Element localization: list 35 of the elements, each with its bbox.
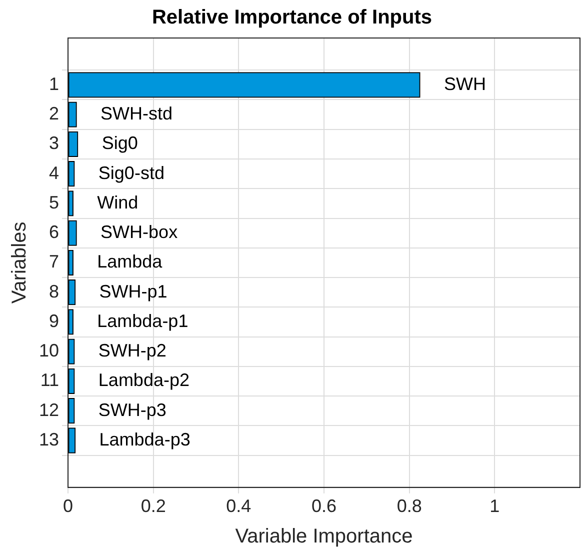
annotation: SWH-p2 — [98, 340, 166, 361]
y-tick-label: 8 — [49, 281, 60, 302]
annotation: Sig0-std — [98, 162, 164, 183]
y-tick-label: 11 — [40, 370, 60, 390]
y-tick-label: 2 — [49, 104, 60, 124]
annotation: Lambda — [97, 252, 164, 272]
annotation: Sig0 — [102, 133, 138, 154]
y-tick-label: 7 — [49, 252, 60, 272]
y-tick-label: 5 — [49, 192, 60, 212]
y-tick-label: 9 — [49, 310, 60, 331]
y-tick-label: 6 — [49, 222, 60, 242]
x-tick-label: 0.2 — [140, 496, 166, 516]
annotation: Wind — [97, 192, 138, 212]
y-axis-title: Variables — [8, 222, 31, 304]
y-tick-label: 3 — [49, 133, 60, 154]
annotation: SWH-box — [100, 222, 178, 242]
y-tick-label: 13 — [38, 429, 60, 450]
annotation: SWH — [444, 74, 486, 94]
y-tick-label: 4 — [49, 162, 60, 183]
y-tick-label: 1 — [49, 74, 60, 94]
x-tick-label: 0.6 — [311, 496, 337, 516]
y-tick-label: 10 — [38, 340, 60, 361]
x-tick-label: 0.4 — [226, 496, 252, 516]
annotation: Lambda-p1 — [97, 310, 188, 331]
annotation: SWH-p1 — [99, 281, 168, 302]
annotation: SWH-p3 — [98, 400, 166, 420]
x-tick-label: 1 — [490, 496, 500, 516]
x-axis-title: Variable Importance — [235, 526, 413, 548]
x-tick-label: 0 — [63, 496, 74, 516]
chart-title: Relative Importance of Inputs — [152, 6, 432, 29]
annotation: Lambda-p3 — [99, 429, 190, 450]
annotation: SWH-std — [100, 104, 173, 124]
y-tick-label: 12 — [38, 400, 60, 420]
x-tick-label: 0.8 — [396, 496, 422, 516]
annotation: Lambda-p2 — [98, 370, 190, 390]
